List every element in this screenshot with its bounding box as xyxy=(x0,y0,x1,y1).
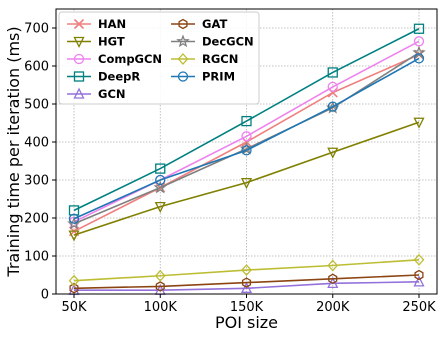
legend-item-prim: PRIM xyxy=(171,70,235,84)
series-rgcn xyxy=(68,253,425,287)
series-line-gat xyxy=(73,274,420,290)
data-point-prim xyxy=(155,174,166,186)
data-point-hgt xyxy=(240,178,253,190)
series-gat xyxy=(69,269,424,294)
series-hgt xyxy=(68,117,425,242)
y-tick-label: 300 xyxy=(24,174,49,189)
legend-label-compgcn: CompGCN xyxy=(98,52,162,66)
y-tick-label: 500 xyxy=(24,98,49,113)
legend: HAN HGT CompGCN DeepR GCN GAT DecGCN RGCN PRIM xyxy=(58,11,260,105)
series-line-hgt xyxy=(73,121,420,236)
series-line-prim xyxy=(73,57,420,220)
y-tick-label: 100 xyxy=(24,250,49,265)
legend-label-decgcn: DecGCN xyxy=(202,35,254,49)
series-line-rgcn xyxy=(73,259,420,282)
data-point-hgt xyxy=(68,230,80,242)
data-point-prim xyxy=(413,53,425,64)
series-deepr xyxy=(68,23,425,216)
series-line-decgcn xyxy=(73,52,420,225)
data-point-decgcn xyxy=(412,45,426,59)
data-point-gat xyxy=(155,281,165,292)
y-tick-label: 0 xyxy=(41,288,49,303)
data-point-deepr xyxy=(155,163,166,174)
legend-marker-gcn xyxy=(73,87,85,99)
legend-marker-gat xyxy=(178,18,188,30)
data-point-prim xyxy=(327,101,338,112)
data-point-deepr xyxy=(413,23,425,34)
legend-label-deepr: DeepR xyxy=(98,70,140,84)
legend-item-hgt: HGT xyxy=(67,35,125,49)
legend-item-han: HAN xyxy=(67,17,126,31)
legend-marker-compgcn xyxy=(73,53,85,65)
data-point-gat xyxy=(241,277,252,288)
x-tick-label: 200K xyxy=(316,300,350,315)
data-point-prim xyxy=(68,213,80,224)
legend-item-compgcn: CompGCN xyxy=(67,52,162,66)
x-tick-label: 100K xyxy=(144,300,178,315)
data-point-gcn xyxy=(413,275,425,287)
data-point-gat xyxy=(69,283,79,294)
legend-marker-rgcn xyxy=(177,53,189,65)
y-tick-label: 400 xyxy=(24,136,49,151)
x-tick-label: 150K xyxy=(230,300,264,315)
legend-label-hgt: HGT xyxy=(98,35,125,49)
data-point-compgcn xyxy=(241,131,252,142)
data-point-rgcn xyxy=(154,269,166,282)
x-axis: 50K 100K 150K 200K 250K xyxy=(61,294,436,315)
data-point-gat xyxy=(328,273,338,285)
data-point-rgcn xyxy=(241,264,252,277)
data-point-hgt xyxy=(154,201,166,214)
legend-marker-hgt xyxy=(73,36,85,48)
y-axis: 0 100 200 300 400 500 600 700 xyxy=(24,22,56,303)
series-prim xyxy=(68,53,425,224)
data-point-deepr xyxy=(327,67,338,78)
legend-marker-prim xyxy=(177,71,189,82)
data-point-han xyxy=(327,87,338,98)
data-point-prim xyxy=(241,145,252,156)
legend-item-decgcn: DecGCN xyxy=(171,34,254,49)
series-gcn xyxy=(68,275,425,295)
legend-item-gat: GAT xyxy=(171,17,227,31)
y-tick-label: 700 xyxy=(24,22,49,37)
legend-item-deepr: DeepR xyxy=(67,70,140,84)
y-axis-label: Training time per iteration (ms) xyxy=(4,26,23,277)
data-point-rgcn xyxy=(413,253,425,266)
legend-marker-decgcn xyxy=(176,34,190,48)
series-line-compgcn xyxy=(73,40,420,223)
x-tick-label: 50K xyxy=(61,300,87,315)
data-point-decgcn xyxy=(325,100,340,114)
data-point-hgt xyxy=(413,117,425,129)
data-point-decgcn xyxy=(153,180,168,194)
data-point-compgcn xyxy=(327,81,338,93)
legend-box xyxy=(58,11,260,105)
x-axis-label: POI size xyxy=(215,313,278,332)
legend-marker-han xyxy=(73,18,85,30)
data-point-rgcn xyxy=(68,274,80,287)
x-tick-label: 250K xyxy=(402,300,436,315)
legend-label-gat: GAT xyxy=(202,17,227,31)
legend-item-gcn: GCN xyxy=(67,87,126,101)
legend-label-rgcn: RGCN xyxy=(202,52,238,66)
legend-label-gcn: GCN xyxy=(98,87,126,101)
data-point-rgcn xyxy=(327,259,339,272)
legend-label-prim: PRIM xyxy=(202,70,235,84)
data-point-hgt xyxy=(327,147,339,159)
legend-label-han: HAN xyxy=(98,17,126,31)
series-layer xyxy=(67,23,426,295)
y-tick-label: 200 xyxy=(24,212,49,227)
legend-item-rgcn: RGCN xyxy=(171,52,238,66)
data-point-deepr xyxy=(241,115,252,127)
series-line-gcn xyxy=(74,281,420,292)
data-point-gcn xyxy=(327,276,339,289)
legend-marker-deepr xyxy=(73,71,85,82)
y-tick-label: 600 xyxy=(24,60,49,75)
data-point-gat xyxy=(414,269,424,281)
series-line-deepr xyxy=(73,28,420,212)
data-point-gcn xyxy=(240,281,253,293)
